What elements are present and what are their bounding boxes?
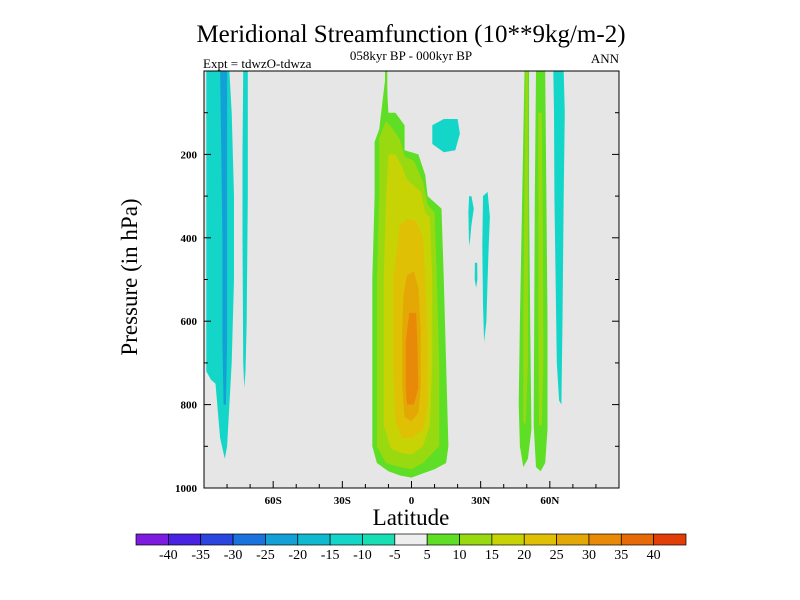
colorbar-level-label: -20 <box>288 548 307 563</box>
experiment-label: Expt = tdwzO-tdwza <box>203 56 312 71</box>
colorbar-swatch <box>329 533 363 546</box>
colorbar-level-label: 20 <box>517 548 531 563</box>
colorbar-level-label: -30 <box>224 548 243 563</box>
colorbar-swatch <box>426 533 460 546</box>
chart-subtitle: 058kyr BP - 000kyr BP <box>350 48 472 63</box>
x-axis-title: Latitude <box>373 505 450 530</box>
colorbar-swatch <box>135 533 169 546</box>
season-label: ANN <box>591 51 620 66</box>
colorbar-swatch <box>653 533 687 546</box>
x-tick-label: 60N <box>540 495 559 507</box>
colorbar-legend: -40 -35 -30 -25 -20 -15 -10 -5 5 10 15 20 25 30 35 40 <box>135 533 687 563</box>
colorbar-swatch <box>459 533 493 546</box>
y-tick-label: 200 <box>181 149 198 161</box>
colorbar-level-label: 35 <box>614 548 628 563</box>
colorbar-level-label: 10 <box>453 548 467 563</box>
x-tick-label: 60S <box>265 495 282 507</box>
colorbar-swatch <box>265 533 299 546</box>
contour-region-nh-highlat-band-10 <box>538 112 544 426</box>
colorbar-swatch <box>362 533 396 546</box>
contour-region-nh-subtropic-blob-4 <box>474 262 478 288</box>
y-tick-label: 400 <box>181 233 198 245</box>
contour-fill-layer <box>206 71 565 478</box>
colorbar-level-label: 40 <box>647 548 661 563</box>
y-axis-ticks: 200 400 600 800 1000 <box>175 112 619 495</box>
chart-title: Meridional Streamfunction (10**9kg/m-2) <box>196 21 625 48</box>
colorbar-level-label: -40 <box>159 548 178 563</box>
colorbar-swatch <box>394 533 428 546</box>
colorbar-level-label: 15 <box>485 548 499 563</box>
colorbar-swatch <box>168 533 202 546</box>
colorbar-swatch <box>620 533 654 546</box>
plot-area: 200 400 600 800 1000 60S 30S 0 30N 60N <box>175 70 620 507</box>
colorbar-level-label: -15 <box>321 548 340 563</box>
contour-region-nh-midlat-band-10 <box>523 71 528 426</box>
y-tick-label: 600 <box>181 316 198 328</box>
colorbar-swatch <box>588 533 622 546</box>
contour-region-nh-subtropic-blob-2 <box>468 196 474 247</box>
colorbar-level-label: 5 <box>424 548 431 563</box>
colorbar-level-label: 30 <box>582 548 596 563</box>
contour-region-nh-subtropic-blob-1 <box>432 119 460 153</box>
colorbar-swatch <box>491 533 525 546</box>
contour-region-nh-polar-band <box>553 71 565 405</box>
y-tick-label: 800 <box>181 400 198 412</box>
colorbar-swatch <box>297 533 331 546</box>
x-tick-label: 30N <box>471 495 490 507</box>
x-axis-ticks: 60S 30S 0 30N 60N <box>226 481 597 507</box>
colorbar-level-label: -35 <box>191 548 210 563</box>
contour-region-nh-subtropic-blob-3 <box>482 191 490 343</box>
colorbar-level-label: 25 <box>550 548 564 563</box>
x-tick-label: 30S <box>334 495 351 507</box>
contour-region-tropical-cell-30 <box>405 312 419 405</box>
contour-region-south-narrow-band <box>242 71 248 388</box>
colorbar-swatch <box>523 533 557 546</box>
x-tick-label: 0 <box>409 495 415 507</box>
colorbar-level-label: -25 <box>256 548 275 563</box>
colorbar-swatch <box>200 533 234 546</box>
colorbar-level-label: -10 <box>353 548 372 563</box>
y-axis-title: Pressure (in hPa) <box>117 198 142 355</box>
colorbar-level-label: -5 <box>389 548 401 563</box>
colorbar-swatch <box>556 533 590 546</box>
colorbar-swatch <box>232 533 266 546</box>
contour-region-south-polar-band-inner <box>220 71 228 405</box>
contour-region-tropical-updraft-strand <box>385 71 388 113</box>
y-tick-label: 1000 <box>175 483 198 495</box>
